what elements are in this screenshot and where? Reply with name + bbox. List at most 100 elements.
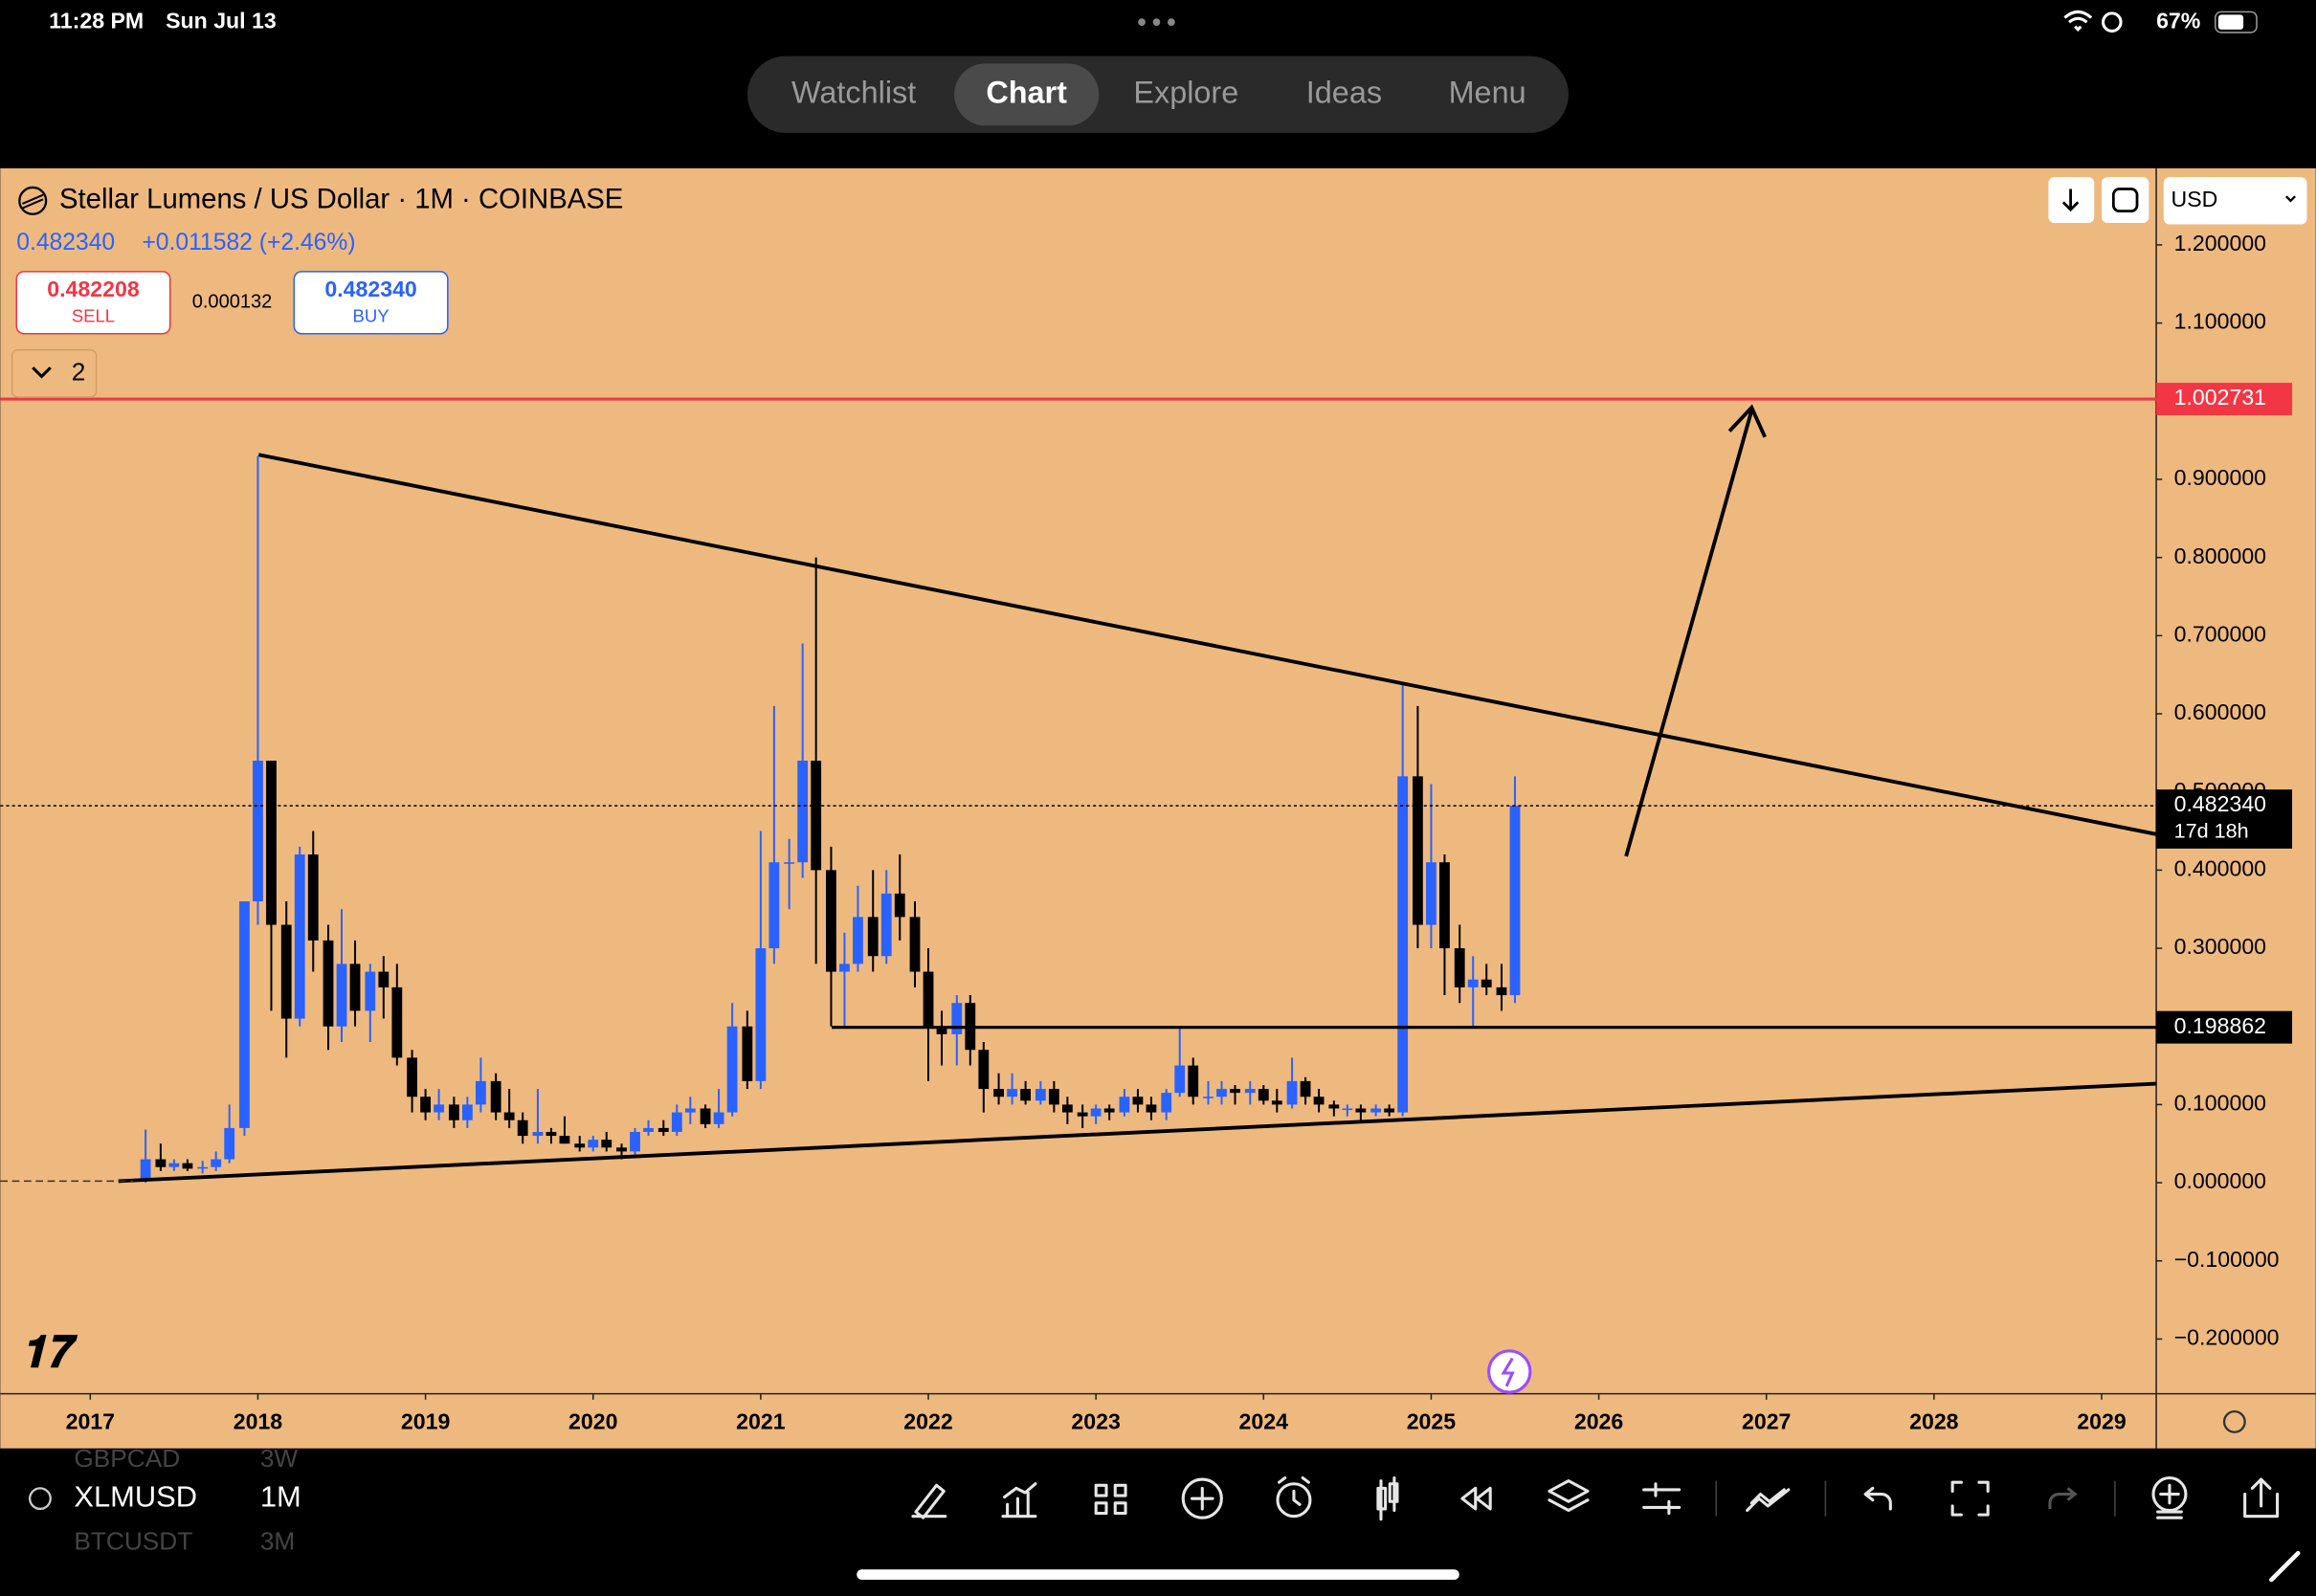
settings-sliders[interactable]	[1642, 1482, 1681, 1516]
countdown: 17d 18h	[2174, 819, 2249, 843]
candle-body	[155, 1159, 167, 1167]
x-tick-label: 2023	[1071, 1409, 1121, 1434]
replay-icon	[2111, 188, 2139, 213]
candle-body	[1509, 806, 1521, 996]
indicators-toggle[interactable]	[11, 348, 98, 398]
candle-body	[420, 1097, 432, 1113]
x-tick-label: 2022	[903, 1409, 952, 1434]
bars-icon[interactable]	[1376, 1476, 1399, 1521]
candle-body	[1413, 776, 1423, 925]
candle-body	[616, 1147, 627, 1152]
y-tick-label: 0.400000	[2174, 855, 2266, 880]
layout-icon[interactable]	[1094, 1483, 1127, 1516]
add-icon[interactable]	[1181, 1477, 1223, 1519]
tab[interactable]: Watchlist	[791, 75, 916, 109]
recent-symbol[interactable]: BTCUSDT	[74, 1526, 192, 1555]
sell-price: 0.482208	[47, 277, 140, 301]
candle-body	[503, 1112, 515, 1120]
y-tick-label: 0.300000	[2174, 934, 2266, 959]
candle-body	[755, 948, 767, 1081]
recent-interval[interactable]: 3M	[260, 1526, 295, 1555]
candle-body	[1161, 1093, 1172, 1113]
tab[interactable]: Explore	[1133, 75, 1238, 109]
replay-button[interactable]	[2101, 177, 2149, 223]
price-line-label: 1.002731	[2174, 385, 2266, 410]
share-icon[interactable]	[2243, 1477, 2280, 1518]
candle-body	[630, 1131, 640, 1152]
recent-symbol[interactable]: GBPCAD	[74, 1444, 180, 1473]
candle-body	[853, 917, 863, 964]
candle-body	[1146, 1104, 1157, 1113]
symbol[interactable]: XLMUSD	[74, 1479, 197, 1513]
candle-body	[239, 901, 250, 1128]
candle-body	[909, 917, 921, 972]
candle-body	[434, 1104, 445, 1113]
candle-body	[448, 1104, 459, 1120]
indicators-icon[interactable]	[1001, 1482, 1037, 1518]
x-tick-label: 2018	[234, 1409, 283, 1434]
candle-body	[168, 1163, 180, 1167]
recent-interval[interactable]: 3W	[260, 1444, 299, 1473]
y-tick-label: −0.200000	[2174, 1325, 2280, 1350]
draw-icon[interactable]	[911, 1483, 947, 1519]
candle-body	[1132, 1097, 1144, 1105]
trendline-lower[interactable]	[118, 1081, 2157, 1184]
undo-icon[interactable]	[1863, 1486, 1892, 1511]
candle-body	[1103, 1108, 1115, 1113]
candle-body	[1439, 862, 1450, 949]
candle-body	[1188, 1065, 1199, 1097]
y-tick-label: 0.100000	[2174, 1091, 2266, 1116]
x-tick-label: 2025	[1407, 1409, 1457, 1434]
tab[interactable]: Ideas	[1306, 75, 1382, 109]
x-tick-label: 2028	[1909, 1409, 1959, 1434]
y-tick-label: 0.900000	[2174, 465, 2266, 490]
interval[interactable]: 1M	[260, 1479, 301, 1513]
currency-select[interactable]	[2163, 177, 2307, 225]
candle-body	[978, 1050, 990, 1090]
y-tick-label: 1.100000	[2174, 309, 2266, 334]
tab[interactable]: Menu	[1449, 75, 1526, 109]
buy-button[interactable]	[293, 271, 449, 335]
symbol-logo	[18, 186, 48, 215]
date: Sun Jul 13	[166, 8, 277, 33]
y-tick-label: 0.600000	[2174, 699, 2266, 724]
candle-body	[253, 761, 263, 902]
candle-body	[365, 971, 376, 1011]
candle-body	[784, 862, 795, 864]
candle-body	[1355, 1108, 1367, 1113]
candle-body	[1020, 1089, 1031, 1101]
location-icon	[2101, 11, 2123, 33]
fullscreen-icon[interactable]	[1950, 1480, 1990, 1517]
candle-body	[211, 1159, 222, 1167]
candle-body	[323, 940, 334, 1027]
candle-body	[1454, 948, 1465, 987]
candle-body	[894, 893, 905, 918]
multitask-dots[interactable]	[1138, 18, 1175, 27]
candle-body	[1467, 979, 1479, 987]
x-tick-label: 2021	[736, 1409, 786, 1434]
compare-icon[interactable]	[1746, 1488, 1791, 1513]
alert-icon[interactable]	[1276, 1476, 1312, 1518]
candle-body	[280, 924, 292, 1019]
arrow-drawing[interactable]	[1624, 404, 1767, 857]
toolbar-icons	[911, 1476, 2280, 1521]
symbol-icon	[28, 1487, 52, 1511]
plot	[0, 397, 2157, 1184]
tv-logo: 𝟏𝟕	[21, 1327, 78, 1377]
candle-body	[574, 1143, 586, 1148]
replay-icon[interactable]	[1460, 1486, 1492, 1511]
candle-body	[182, 1163, 193, 1169]
candle-body	[197, 1166, 209, 1169]
settings-icon[interactable]	[2222, 1409, 2246, 1433]
candle-body	[839, 964, 850, 972]
candle-body	[993, 1089, 1004, 1097]
tab[interactable]: Chart	[986, 75, 1067, 109]
candle-body	[407, 1057, 417, 1097]
sell-button[interactable]	[15, 271, 171, 335]
candle-body	[826, 870, 836, 972]
candle-body	[713, 1112, 724, 1124]
redo-icon[interactable]	[2048, 1487, 2078, 1509]
trendline-upper[interactable]	[257, 453, 2157, 836]
layers-icon[interactable]	[1548, 1479, 1590, 1513]
object-tree-icon[interactable]	[2151, 1476, 2188, 1519]
